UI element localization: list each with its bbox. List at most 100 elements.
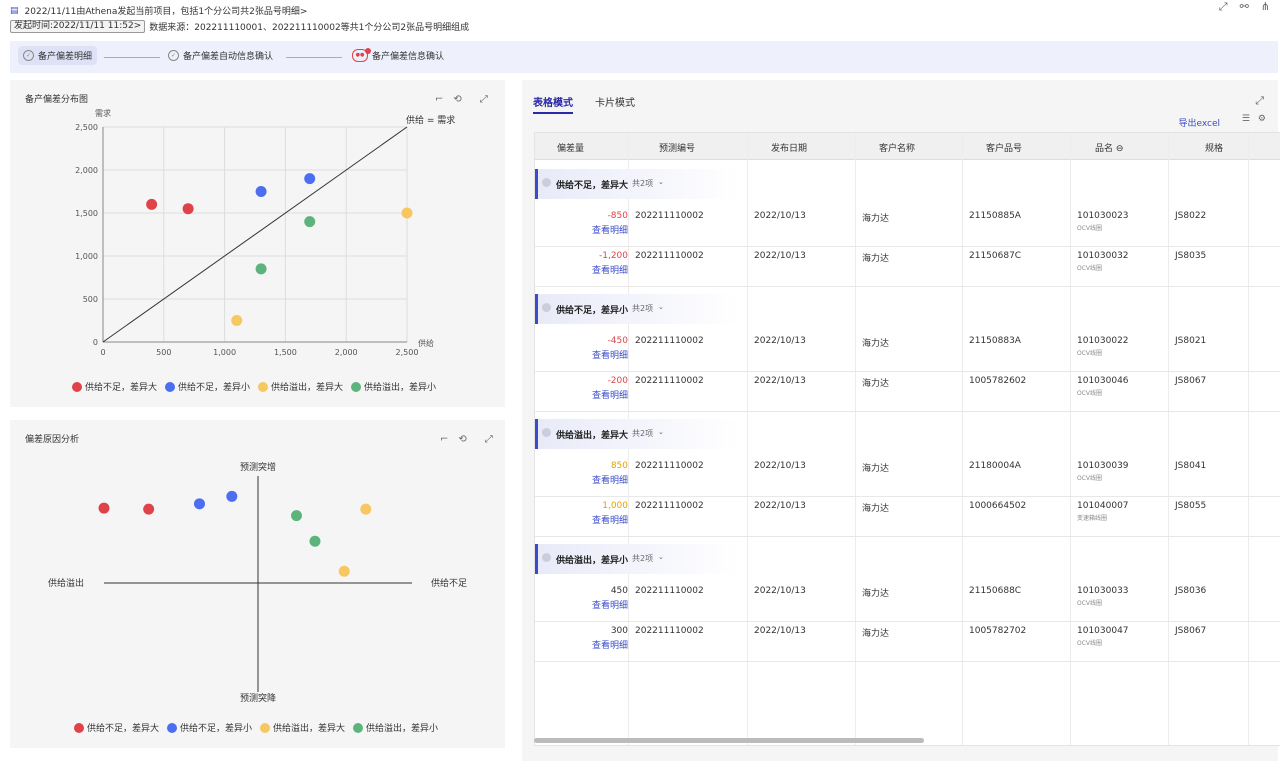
step-auto-confirm[interactable]: ✓ 备产偏差自动信息确认 xyxy=(168,49,273,62)
column-header[interactable]: 发布日期 xyxy=(771,144,808,154)
column-header[interactable]: 规格 xyxy=(1205,144,1224,154)
legend-label: 供给不足，差异小 xyxy=(178,383,251,393)
y-tick-label: 500 xyxy=(83,295,98,304)
scatter-point[interactable] xyxy=(231,315,243,326)
quadrant-point[interactable] xyxy=(226,490,238,502)
expand-icon[interactable]: ⤢ xyxy=(479,94,488,105)
scatter-point[interactable] xyxy=(255,263,267,275)
group-count[interactable]: 共2项 xyxy=(632,429,654,438)
quadrant-point[interactable] xyxy=(143,503,155,515)
table-row[interactable]: 850 查看明细 202211110002 2022/10/13 海力达 21180004… xyxy=(535,456,1280,497)
view-detail-link[interactable]: 查看明细 xyxy=(591,391,628,401)
group-header[interactable]: 供给溢出，差异大 共2项 ⌄ xyxy=(535,419,738,449)
legend-item[interactable]: 供给溢出，差异小 xyxy=(353,721,438,734)
reset-icon[interactable]: ⟲ xyxy=(458,434,467,445)
table-row[interactable]: 1,000 查看明细 202211110002 2022/10/13 海力达 100066… xyxy=(535,496,1280,537)
quadrant-legend: 供给不足，差异大 供给不足，差异小 供给溢出，差异大 供给溢出，差异小 xyxy=(74,721,438,734)
view-detail-link[interactable]: 查看明细 xyxy=(591,266,628,276)
view-detail-link[interactable]: 查看明细 xyxy=(591,476,628,486)
view-detail-link[interactable]: 查看明细 xyxy=(591,351,628,361)
tab-table-mode[interactable]: 表格模式 xyxy=(533,94,573,114)
table-row[interactable]: -200 查看明细 202211110002 2022/10/13 海力达 1005782… xyxy=(535,371,1280,412)
quadrant-point[interactable] xyxy=(360,503,372,515)
cell-pn: 101030046 xyxy=(1077,376,1129,386)
expand-icon[interactable]: ⤢ xyxy=(484,434,493,445)
column-header[interactable]: 客户名称 xyxy=(879,144,916,154)
column-header[interactable]: 客户品号 xyxy=(986,144,1023,154)
quadrant-point[interactable] xyxy=(338,565,350,577)
chevron-down-icon[interactable]: ⌄ xyxy=(658,553,664,561)
table-panel: 表格模式 卡片模式 ⤢ 导出excel ☰ ⚙ 偏差量 预测编号 发布日期 客户… xyxy=(522,80,1280,761)
group-count[interactable]: 共2项 xyxy=(632,304,654,313)
legend-dot xyxy=(72,381,82,392)
column-header[interactable]: 品名 ⊖ xyxy=(1095,144,1124,154)
step-label: 备产偏差信息确认 xyxy=(372,52,445,62)
step-info-confirm[interactable]: ●● 备产偏差信息确认 xyxy=(352,48,445,62)
cell-pn: 101030039 xyxy=(1077,461,1129,471)
table-row[interactable]: 300 查看明细 202211110002 2022/10/13 海力达 10057827… xyxy=(535,621,1280,662)
legend-item[interactable]: 供给不足，差异大 xyxy=(72,380,157,393)
table-row[interactable]: 450 查看明细 202211110002 2022/10/13 海力达 21150688… xyxy=(535,581,1280,622)
column-list-icon[interactable]: ☰ xyxy=(1241,114,1250,124)
crop-icon[interactable]: ⌐ xyxy=(435,94,444,105)
group-count[interactable]: 共2项 xyxy=(632,554,654,563)
legend-item[interactable]: 供给溢出，差异大 xyxy=(260,721,345,734)
settings-icon[interactable]: ⚙ xyxy=(1257,114,1266,124)
cell-pn: 101040007 xyxy=(1077,501,1129,511)
column-header[interactable]: 预测编号 xyxy=(659,144,696,154)
link-icon[interactable]: ⚯ xyxy=(1239,0,1249,13)
cell-pred: 202211110002 xyxy=(635,501,704,511)
column-header[interactable]: 偏差量 xyxy=(557,144,585,154)
quadrant-point[interactable] xyxy=(98,502,110,514)
scatter-point[interactable] xyxy=(182,203,194,215)
table-row[interactable]: -450 查看明细 202211110002 2022/10/13 海力达 2115088… xyxy=(535,331,1280,372)
scatter-point[interactable] xyxy=(304,173,316,185)
start-time-chip[interactable]: 发起时间:2022/11/11 11:52> xyxy=(10,20,146,33)
quadrant-toolbar: ⌐ ⟲ ⤢ xyxy=(440,434,493,445)
scatter-point[interactable] xyxy=(255,186,267,197)
legend-item[interactable]: 供给溢出，差异大 xyxy=(258,380,343,393)
quadrant-bottom-label: 预测突降 xyxy=(240,692,276,704)
group-header[interactable]: 供给溢出，差异小 共2项 ⌄ xyxy=(535,544,738,574)
export-excel-link[interactable]: 导出excel xyxy=(1178,119,1220,129)
chevron-down-icon[interactable]: ⌄ xyxy=(658,303,664,311)
tab-card-mode[interactable]: 卡片模式 xyxy=(595,98,635,109)
horizontal-scrollbar[interactable] xyxy=(534,738,924,743)
expand-icon[interactable]: ⤢ xyxy=(1255,94,1264,107)
view-detail-link[interactable]: 查看明细 xyxy=(591,641,628,651)
crop-icon[interactable]: ⌐ xyxy=(440,434,449,445)
group-count[interactable]: 共2项 xyxy=(632,179,654,188)
fullscreen-icon[interactable]: ⤢ xyxy=(1218,0,1228,13)
quadrant-point[interactable] xyxy=(309,535,321,547)
scatter-point[interactable] xyxy=(304,216,316,228)
view-detail-link[interactable]: 查看明细 xyxy=(591,226,628,236)
view-detail-link[interactable]: 查看明细 xyxy=(591,601,628,611)
quadrant-point[interactable] xyxy=(193,498,205,510)
chevron-down-icon[interactable]: ⌄ xyxy=(658,428,664,436)
table-row[interactable]: -1,200 查看明细 202211110002 2022/10/13 海力达 21150… xyxy=(535,246,1280,287)
cell-pn-sub: OCV线圈 xyxy=(1077,350,1103,357)
view-detail-link[interactable]: 查看明细 xyxy=(591,516,628,526)
project-title-row[interactable]: ▤ 2022/11/11由Athena发起当前项目，包括1个分公司共2张品号明细… xyxy=(10,4,308,18)
group-header[interactable]: 供给不足，差异大 共2项 ⌄ xyxy=(535,169,738,199)
project-title[interactable]: 2022/11/11由Athena发起当前项目，包括1个分公司共2张品号明细> xyxy=(24,7,308,17)
legend-item[interactable]: 供给不足，差异小 xyxy=(167,721,252,734)
group-title: 供给溢出，差异大 xyxy=(556,431,629,441)
reset-icon[interactable]: ⟲ xyxy=(453,94,462,105)
cell-cpn: 21150688C xyxy=(969,586,1022,596)
deviation-value: -450 xyxy=(607,336,628,346)
legend-item[interactable]: 供给溢出，差异小 xyxy=(351,380,436,393)
share-icon[interactable]: ⋔ xyxy=(1260,0,1270,13)
quadrant-point[interactable] xyxy=(291,510,302,522)
table-row[interactable]: -850 查看明细 202211110002 2022/10/13 海力达 2115088… xyxy=(535,206,1280,247)
scatter-point[interactable] xyxy=(146,198,158,210)
chevron-down-icon[interactable]: ⌄ xyxy=(658,178,664,186)
cell-pn-sub: OCV线圈 xyxy=(1077,225,1103,232)
legend-item[interactable]: 供给不足，差异小 xyxy=(165,380,250,393)
group-header[interactable]: 供给不足，差异小 共2项 ⌄ xyxy=(535,294,738,324)
scatter-point[interactable] xyxy=(401,207,413,219)
cell-pred: 202211110002 xyxy=(635,586,704,596)
step-deviation-detail[interactable]: ✓ 备产偏差明细 xyxy=(18,46,98,65)
quadrant-title: 偏差原因分析 xyxy=(25,435,80,445)
legend-item[interactable]: 供给不足，差异大 xyxy=(74,721,159,734)
